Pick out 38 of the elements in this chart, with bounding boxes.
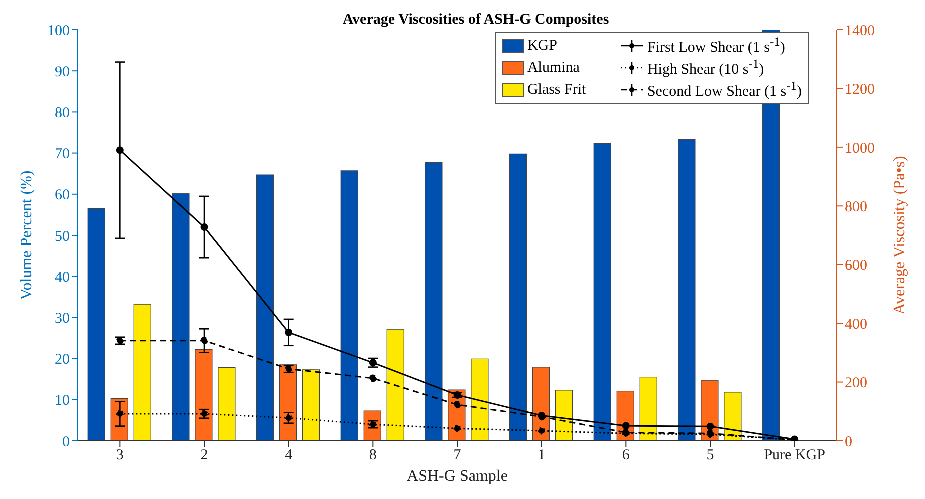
y-tick-label: 0 <box>62 434 70 450</box>
y-tick-label: 50 <box>55 228 70 245</box>
x-tick-label: 6 <box>622 448 630 464</box>
x-tick-label: 2 <box>200 448 208 464</box>
y-tick-label: 20 <box>55 352 70 368</box>
y-tick-label: 10 <box>55 393 70 410</box>
x-tick-label: Pure KGP <box>764 448 826 464</box>
y2-tick-label: 200 <box>845 376 868 392</box>
y-tick-label: 90 <box>55 64 70 80</box>
y-tick-label: 100 <box>48 23 70 40</box>
x-tick-label: 1 <box>538 448 546 464</box>
y2-tick-label: 1400 <box>845 23 875 40</box>
x-tick-label: 5 <box>706 448 714 464</box>
x-tick-label: 7 <box>454 448 462 464</box>
x-tick-label: 8 <box>369 448 377 464</box>
legend-label: Alumina <box>527 60 580 76</box>
y-tick-label: 80 <box>55 106 70 122</box>
y2-tick-label: 400 <box>845 316 868 333</box>
legend-label: KGP <box>527 38 558 54</box>
y2-tick-label: 600 <box>845 258 868 274</box>
y2-tick-label: 1000 <box>845 140 875 157</box>
y-tick-label: 70 <box>55 146 70 163</box>
x-tick-label: 4 <box>285 448 294 464</box>
y-tick-label: 30 <box>55 311 70 328</box>
y-tick-label: 40 <box>55 270 70 286</box>
x-axis-title: ASH-G Sample <box>407 468 508 485</box>
y-tick-label: 60 <box>55 188 70 204</box>
y2-tick-label: 0 <box>845 434 852 450</box>
y2-axis-title: Average Viscosity (Pa•s) <box>892 156 909 315</box>
y2-tick-label: 1200 <box>845 82 875 98</box>
y2-tick-label: 800 <box>845 199 868 216</box>
legend-label: First Low Shear (1 s$^{-1}$) <box>647 35 786 57</box>
legend-label: Second Low Shear (1 s$^{-1}$) <box>647 79 802 101</box>
x-tick-label: 3 <box>116 448 124 464</box>
legend-label: High Shear (10 s$^{-1}$) <box>647 57 764 79</box>
chart-title: Average Viscosities of ASH-G Composites <box>342 12 610 28</box>
y-axis-title: Volume Percent (%) <box>18 170 36 300</box>
legend-label: Glass Frit <box>527 82 586 98</box>
